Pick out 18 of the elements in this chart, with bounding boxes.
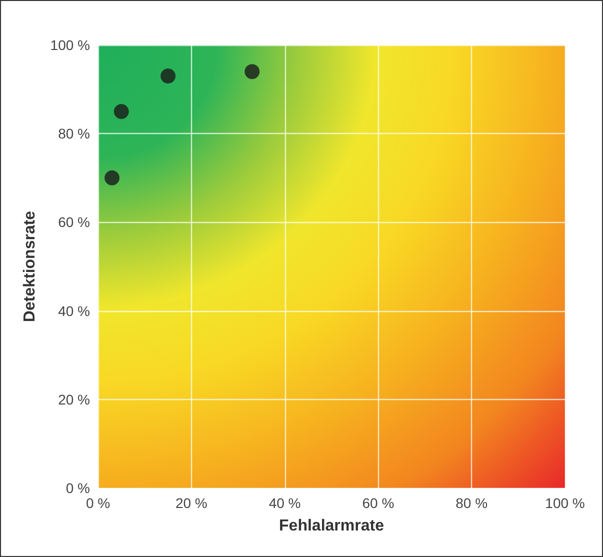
y-tick-label: 100 % [50, 37, 90, 53]
x-tick-label: 80 % [456, 495, 488, 511]
y-tick-label: 80 % [58, 126, 90, 142]
y-tick-label: 60 % [58, 214, 90, 230]
point [104, 170, 120, 186]
x-axis-title: Fehlalarmrate [279, 518, 384, 534]
x-tick-label: 20 % [175, 495, 208, 511]
y-tick-label: 20 % [58, 391, 90, 408]
x-tick-label: 60 % [362, 495, 394, 511]
point [114, 104, 129, 119]
point [160, 68, 176, 84]
y-tick-label: 0 % [66, 480, 90, 496]
x-tick-label: 100 % [545, 495, 585, 511]
point [244, 64, 260, 80]
x-tick-label: 0 % [86, 495, 110, 511]
y-axis-title: Detektionsrate [22, 210, 38, 322]
x-tick-label: 40 % [268, 495, 301, 511]
y-tick-label: 40 % [58, 302, 90, 319]
